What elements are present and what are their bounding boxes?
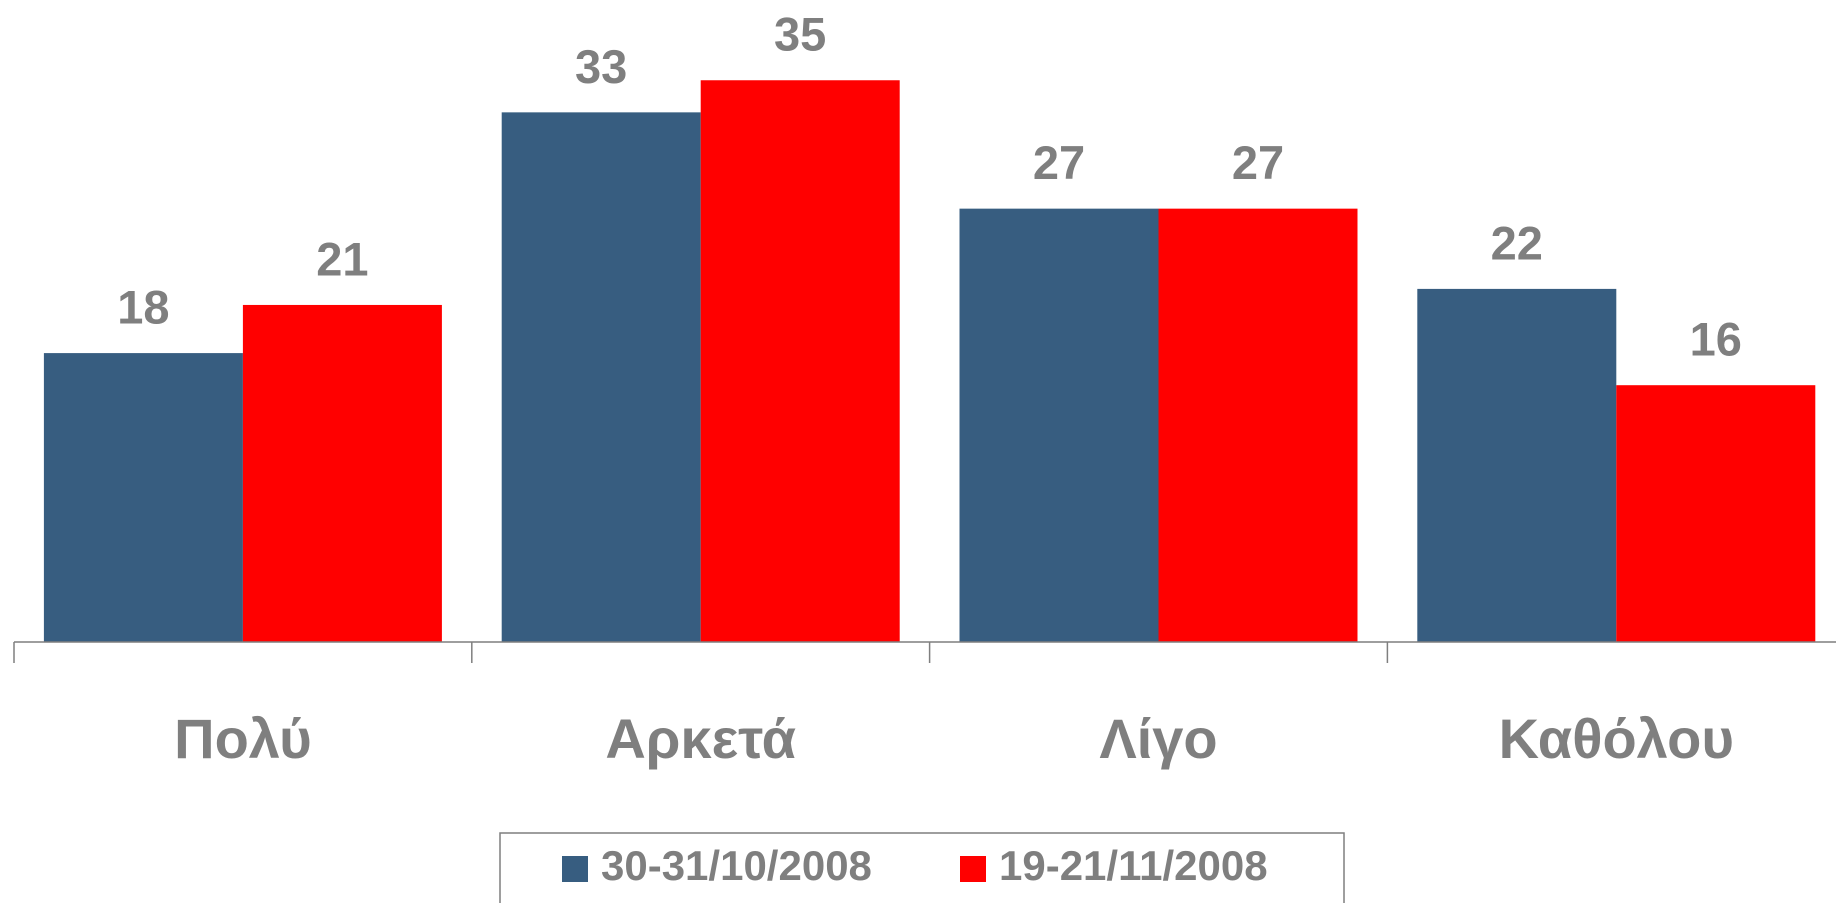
bar: [43, 353, 243, 642]
x-tick-label: Λίγο: [1099, 707, 1217, 770]
bar: [1616, 385, 1816, 642]
bar: [1158, 208, 1358, 642]
value-label: 21: [316, 232, 368, 285]
legend-swatch: [562, 856, 588, 882]
x-tick-label: Πολύ: [174, 707, 312, 770]
value-label: 16: [1690, 313, 1742, 366]
bar: [242, 304, 442, 642]
value-label: 35: [774, 8, 826, 61]
bar: [700, 80, 900, 642]
legend-swatch: [960, 856, 986, 882]
value-label: 27: [1232, 136, 1284, 189]
value-label: 27: [1033, 136, 1085, 189]
legend-label: 30-31/10/2008: [601, 842, 872, 889]
bar: [959, 208, 1159, 642]
value-label: 18: [117, 281, 169, 334]
value-label: 33: [575, 40, 627, 93]
legend-box: [499, 832, 1345, 908]
bar: [1417, 288, 1617, 642]
value-label: 22: [1491, 216, 1543, 269]
x-tick-label: Αρκετά: [605, 707, 796, 770]
x-tick-label: Καθόλου: [1499, 707, 1734, 770]
bar: [501, 112, 701, 643]
legend-label: 19-21/11/2008: [999, 842, 1268, 889]
